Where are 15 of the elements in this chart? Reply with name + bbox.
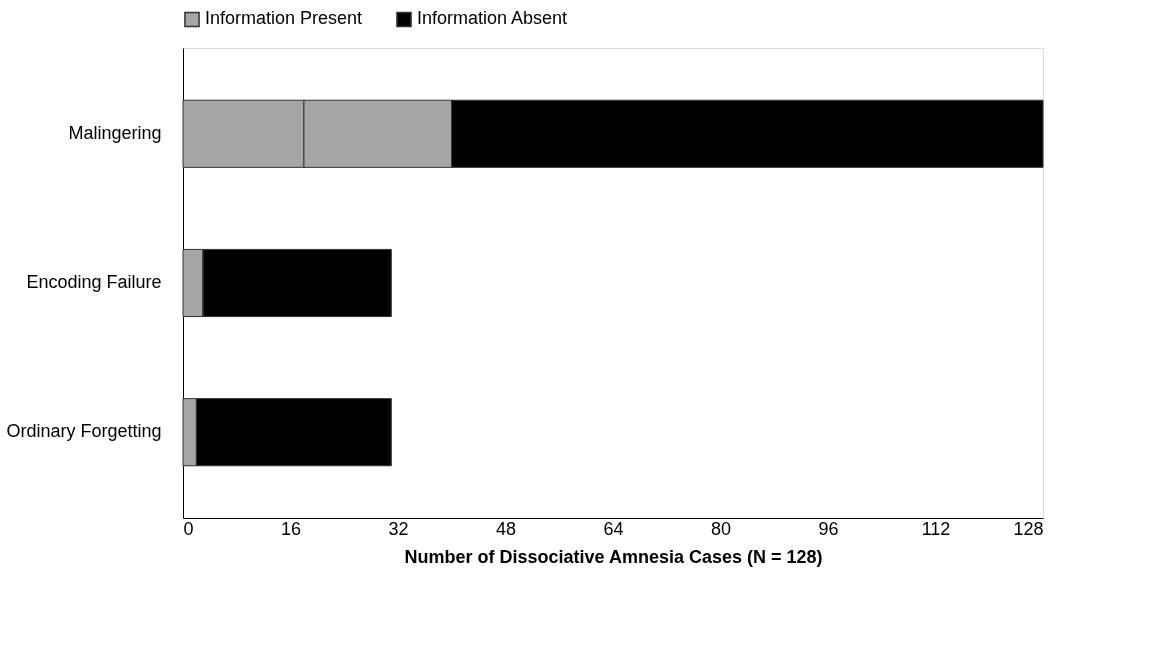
x-tick-label: 96 [818,518,839,539]
x-tick-label: 128 [1013,518,1044,539]
x-tick-label: 0 [183,518,194,539]
x-axis-title: Number of Dissociative Amnesia Cases (N = 128) [404,546,823,567]
x-tick-label: 48 [495,518,517,539]
x-tick-label: 112 [921,518,951,539]
x-tick-label: 64 [603,518,624,539]
legend-label: Information Absent [417,8,568,29]
y-tick-label: Encoding Failure [26,272,162,292]
x-tick-label: 16 [280,518,302,539]
legend-label: Information Present [205,8,363,29]
x-tick-label: 80 [710,518,732,539]
x-tick-label: 32 [388,518,409,539]
y-tick-label: Ordinary Forgetting [6,421,162,442]
y-tick-label: Malingering [68,122,162,143]
